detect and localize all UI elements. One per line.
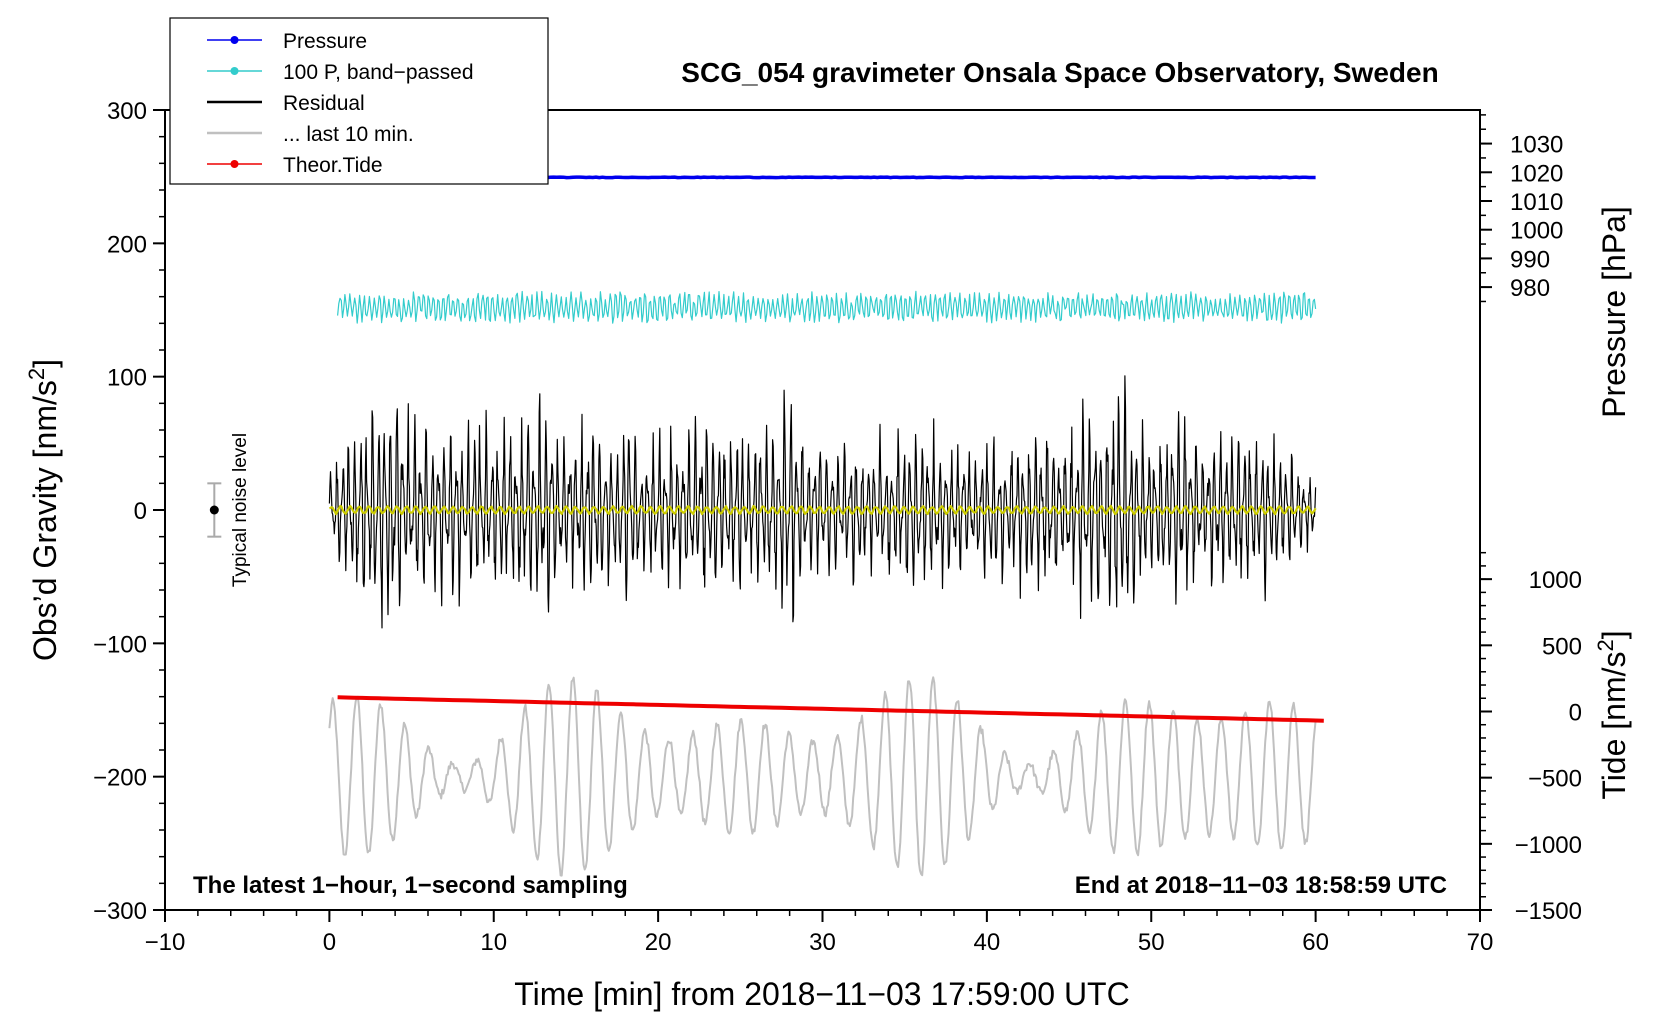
noise-bar-center-dot [209, 505, 219, 515]
x-tick-label: −10 [145, 929, 186, 956]
y-tick-label: −100 [93, 631, 147, 658]
tide-tick-label: 0 [1569, 699, 1582, 726]
annotation-left: The latest 1−hour, 1−second sampling [193, 872, 628, 899]
axes-layer: −10 0 10 20 30 40 50 60 703002001000−100−200−300… [93, 98, 1582, 956]
y-axis-label-pressure: Pressure [hPa] [1596, 206, 1632, 418]
series-residual [328, 375, 1317, 629]
tide-tick-label: 1000 [1529, 567, 1582, 594]
pressure-tick-label: 980 [1510, 275, 1550, 302]
series-band-passed-pressure [337, 290, 1317, 324]
noise-indicator [207, 482, 222, 538]
y-tick-label: 0 [134, 498, 147, 525]
annotation-right: End at 2018−11−03 18:58:59 UTC [1075, 872, 1447, 899]
tide-tick-label: −1500 [1515, 898, 1582, 925]
y-tick-label: 300 [107, 98, 147, 125]
legend-label: Pressure [283, 30, 367, 53]
x-tick-label: 0 [323, 929, 336, 956]
x-tick-label: 40 [974, 929, 1001, 956]
y-axis-label-left-main: Obs’d Gravity [nm/s [27, 380, 63, 661]
x-axis-label: Time [min] from 2018−11−03 17:59:00 UTC [514, 976, 1129, 1012]
x-tick-label: 20 [645, 929, 672, 956]
y-axis-label-tide: Tide [nm/s2] [1593, 630, 1632, 799]
series-layer [328, 175, 1324, 877]
x-tick-label: 70 [1467, 929, 1494, 956]
series-theor-tide [337, 695, 1324, 723]
tide-tick-label: −1000 [1515, 832, 1582, 859]
pressure-tick-label: 990 [1510, 246, 1550, 273]
x-tick-label: 60 [1302, 929, 1329, 956]
legend-swatch-marker [230, 67, 239, 75]
y-tick-label: 200 [107, 231, 147, 258]
x-tick-label: 50 [1138, 929, 1165, 956]
legend: Pressure 100 P, band−passed Residual ... la… [169, 17, 549, 185]
tide-tick-label: 500 [1542, 633, 1582, 660]
legend-swatch-marker [230, 160, 239, 168]
legend-label: Theor.Tide [283, 154, 383, 177]
tide-tick-label: −500 [1528, 766, 1582, 793]
y-tick-label: −300 [93, 898, 147, 925]
y-axis-label-left-sup: 2 [24, 368, 49, 380]
y-tick-label: −200 [93, 765, 147, 792]
legend-label: Residual [283, 92, 365, 115]
pressure-tick-label: 1000 [1510, 218, 1563, 245]
series-residual-smoothed [329, 504, 1317, 516]
x-tick-label: 10 [480, 929, 507, 956]
y-axis-label-tide-close: ] [1596, 630, 1632, 639]
legend-label: 100 P, band−passed [283, 61, 474, 84]
pressure-tick-label: 1010 [1510, 189, 1563, 216]
legend-label: ... last 10 min. [283, 123, 414, 146]
series-last-10-min [328, 676, 1317, 877]
y-axis-label-left: Obs’d Gravity [nm/s2] [24, 359, 63, 661]
x-tick-label: 30 [809, 929, 836, 956]
pressure-tick-label: 1030 [1510, 132, 1563, 159]
y-tick-label: 100 [107, 365, 147, 392]
y-axis-label-tide-sup: 2 [1593, 639, 1618, 651]
y-axis-label-left-close: ] [27, 359, 63, 368]
pressure-tick-label: 1020 [1510, 160, 1563, 187]
chart-title: SCG_054 gravimeter Onsala Space Observat… [681, 57, 1438, 88]
noise-label: Typical noise level [230, 433, 251, 587]
legend-swatch-marker [230, 36, 239, 44]
y-axis-label-tide-main: Tide [nm/s [1596, 651, 1632, 799]
